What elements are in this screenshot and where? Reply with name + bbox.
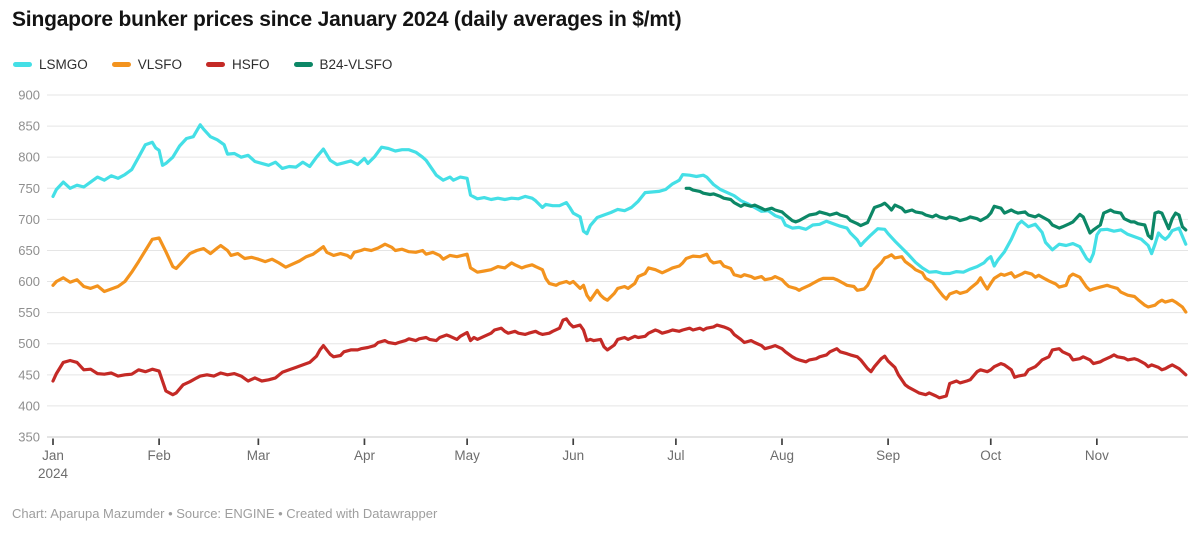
y-axis-label: 850: [18, 119, 40, 134]
y-axis-label: 450: [18, 367, 40, 382]
legend-swatch-icon: [293, 62, 313, 67]
legend-label: LSMGO: [39, 57, 88, 72]
y-axis-label: 900: [18, 88, 40, 103]
y-axis-label: 400: [18, 398, 40, 413]
x-axis-label: May: [454, 448, 480, 463]
legend-label: B24-VLSFO: [319, 57, 393, 72]
x-axis-label: Mar: [247, 448, 271, 463]
x-axis-label: Nov: [1085, 448, 1109, 463]
legend-item-hsfo: HSFO: [206, 57, 270, 72]
y-axis-label: 550: [18, 305, 40, 320]
legend-swatch-icon: [13, 62, 32, 67]
x-axis-label: Feb: [147, 448, 170, 463]
x-axis-label: Sep: [876, 448, 900, 463]
page-title: Singapore bunker prices since January 20…: [12, 8, 682, 31]
x-axis-year-label: 2024: [38, 466, 69, 481]
y-axis-label: 750: [18, 181, 40, 196]
series-line-vlsfo[interactable]: [51, 236, 1188, 314]
attribution-footer: Chart: Aparupa Mazumder • Source: ENGINE…: [12, 506, 438, 521]
chart-svg: 350 400 450 500 550 600 650 700 750 800 850 900 Jan 2…: [18, 88, 1188, 481]
legend-label: VLSFO: [137, 57, 183, 72]
x-axis-label: Aug: [770, 448, 794, 463]
series-line-b24-vlsfo[interactable]: [684, 186, 1188, 241]
legend-swatch-icon: [111, 62, 131, 67]
x-axis-label: Jul: [667, 448, 684, 463]
y-axis-label: 650: [18, 243, 40, 258]
legend-item-b24-vlsfo: B24-VLSFO: [293, 57, 393, 72]
y-axis-label: 350: [18, 430, 40, 445]
legend-label: HSFO: [232, 57, 270, 72]
y-axis-label: 800: [18, 150, 40, 165]
series-line-lsmgo[interactable]: [51, 123, 1188, 276]
x-axis-label: Oct: [980, 448, 1001, 463]
y-axis-label: 600: [18, 274, 40, 289]
y-axis-label: 500: [18, 336, 40, 351]
x-axis-label: Jan: [42, 448, 64, 463]
legend: LSMGO VLSFO HSFO B24-VLSFO: [13, 57, 416, 72]
series-line-hsfo[interactable]: [51, 317, 1188, 400]
legend-item-vlsfo: VLSFO: [111, 57, 183, 72]
y-axis-label: 700: [18, 212, 40, 227]
legend-item-lsmgo: LSMGO: [13, 57, 88, 72]
x-axis-label: Apr: [354, 448, 376, 463]
legend-swatch-icon: [206, 62, 226, 67]
x-axis-label: Jun: [562, 448, 584, 463]
